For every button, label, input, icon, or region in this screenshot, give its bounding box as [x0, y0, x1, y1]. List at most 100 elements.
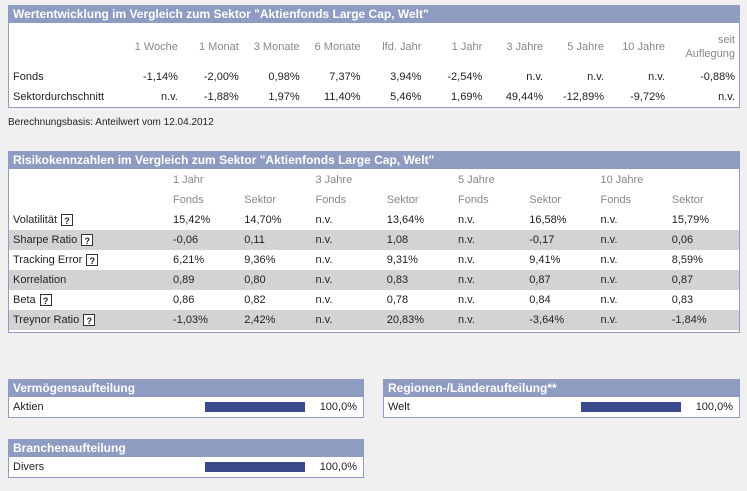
risk-cell: n.v.: [458, 214, 475, 226]
perf-row: Fonds -1,14% -2,00% 0,98% 7,37% 3,94% -2,54% n.…: [9, 67, 739, 87]
perf-cell: -0,88%: [700, 71, 735, 83]
risk-subheader: Fonds: [315, 194, 347, 206]
risk-cell: 15,79%: [671, 214, 710, 226]
risk-cell: n.v.: [458, 254, 475, 266]
risk-cell: 0,87: [667, 270, 739, 290]
perf-header: 1 Woche: [134, 41, 178, 53]
perf-row-label: Sektordurchschnitt: [13, 91, 105, 103]
perf-cell: n.v.: [160, 91, 178, 103]
risk-cell: 9,31%: [386, 254, 418, 266]
perf-cell: 5,46%: [390, 91, 422, 103]
risk-cell: n.v.: [600, 214, 618, 226]
risk-subheader: Sektor: [386, 194, 419, 206]
risk-cell: n.v.: [311, 270, 383, 290]
risk-cell: 16,58%: [529, 214, 567, 226]
perf-cell: 11,40%: [324, 91, 361, 103]
perf-header: 1 Jahr: [451, 41, 483, 53]
allocation-label: Divers: [13, 461, 45, 473]
perf-row-label: Fonds: [13, 71, 44, 83]
risk-cell: n.v.: [315, 214, 333, 226]
risk-cell: 0,11: [240, 230, 312, 250]
risk-row: Sharpe Ratio? -0,06 0,11 n.v. 1,08 n.v. -0,17 n…: [9, 230, 739, 250]
perf-header: lfd. Jahr: [382, 41, 422, 53]
perf-cell: -1,88%: [203, 91, 239, 103]
risk-cell: n.v.: [454, 270, 526, 290]
allocation-label: Aktien: [13, 401, 44, 413]
allocation-row: Divers 100,0%: [9, 457, 363, 477]
perf-cell: 1,69%: [451, 91, 483, 103]
risk-cell: 2,42%: [240, 310, 312, 330]
risk-row: Treynor Ratio? -1,03% 2,42% n.v. 20,83% n.v. -…: [9, 310, 739, 330]
risk-cell: 0,86: [173, 294, 195, 306]
risk-row: Beta? 0,86 0,82 n.v. 0,78 n.v. 0,84 n.v. 0,83: [9, 290, 739, 310]
risk-title: Risikokennzahlen im Vergleich zum Sektor…: [8, 151, 740, 169]
allocation-bar: [581, 402, 681, 412]
perf-header: 3 Jahre: [506, 41, 544, 53]
allocation-value: 100,0%: [695, 401, 733, 413]
perf-header: 10 Jahre: [622, 41, 665, 53]
risk-cell: 0,87: [525, 270, 597, 290]
risk-table: 1 Jahr 3 Jahre 5 Jahre 10 Jahre Fonds Se…: [9, 170, 739, 330]
risk-subheader: Fonds: [458, 194, 489, 206]
help-icon[interactable]: ?: [39, 294, 52, 307]
help-icon[interactable]: ?: [81, 234, 94, 247]
risk-cell: 0,83: [671, 294, 694, 306]
risk-row-label: Korrelation: [9, 270, 169, 290]
perf-cell: n.v.: [587, 71, 604, 83]
asset-allocation-title: Vermögensaufteilung: [8, 379, 364, 397]
help-icon[interactable]: ?: [86, 254, 99, 267]
risk-cell: n.v.: [454, 310, 526, 330]
risk-row-label: Volatilität?: [9, 210, 169, 230]
risk-row-label: Beta?: [9, 290, 169, 310]
risk-cell: 1,08: [382, 230, 454, 250]
risk-cell: 9,36%: [244, 254, 276, 266]
risk-cell: n.v.: [315, 254, 333, 266]
perf-cell: -12,89%: [563, 91, 604, 103]
perf-header: 6 Monate: [314, 41, 361, 53]
risk-cell: n.v.: [458, 294, 475, 306]
risk-cell: 0,82: [244, 294, 266, 306]
risk-cell: 6,21%: [173, 254, 205, 266]
risk-cell: -3,64%: [525, 310, 597, 330]
perf-header: 3 Monate: [253, 41, 300, 53]
performance-panel: Wertentwicklung im Vergleich zum Sektor …: [8, 5, 740, 108]
risk-cell: 0,84: [529, 294, 551, 306]
risk-cell: n.v.: [600, 254, 618, 266]
allocation-label: Welt: [388, 401, 410, 413]
region-allocation-panel: Regionen-/Länderaufteilung** Welt 100,0%: [383, 379, 740, 418]
allocation-value: 100,0%: [319, 461, 357, 473]
allocation-bar-fill: [205, 402, 305, 412]
sector-allocation-panel: Branchenaufteilung Divers 100,0%: [8, 439, 364, 478]
risk-cell: 0,80: [240, 270, 312, 290]
risk-cell: -0,06: [169, 230, 241, 250]
help-icon[interactable]: ?: [61, 214, 74, 227]
allocation-bar-fill: [205, 462, 305, 472]
performance-table: 1 Woche 1 Monat 3 Monate 6 Monate lfd. J…: [9, 27, 739, 107]
perf-cell: n.v.: [718, 91, 735, 103]
risk-row: Tracking Error? 6,21% 9,36% n.v. 9,31% n.v. 9,…: [9, 250, 739, 270]
risk-cell: -0,17: [525, 230, 597, 250]
risk-cell: 0,83: [382, 270, 454, 290]
risk-cell: 13,64%: [386, 214, 425, 226]
risk-cell: n.v.: [311, 310, 383, 330]
sector-allocation-title: Branchenaufteilung: [8, 439, 364, 457]
allocation-bar: [205, 462, 305, 472]
perf-header: 5 Jahre: [567, 41, 604, 53]
risk-cell: 15,42%: [173, 214, 211, 226]
performance-title: Wertentwicklung im Vergleich zum Sektor …: [8, 5, 740, 23]
risk-subheader: Fonds: [600, 194, 632, 206]
help-icon[interactable]: ?: [83, 314, 96, 327]
risk-cell: n.v.: [315, 294, 333, 306]
risk-period: 10 Jahre: [600, 174, 644, 186]
perf-header: 1 Monat: [199, 41, 239, 53]
perf-cell: -1,14%: [143, 71, 178, 83]
risk-row-label: Tracking Error?: [9, 250, 169, 270]
risk-cell: n.v.: [596, 310, 668, 330]
perf-cell: 0,98%: [268, 71, 300, 83]
calculation-basis: Berechnungsbasis: Anteilwert vom 12.04.2…: [8, 117, 214, 128]
risk-panel: Risikokennzahlen im Vergleich zum Sektor…: [8, 151, 740, 333]
risk-row: Korrelation 0,89 0,80 n.v. 0,83 n.v. 0,87 n.v. 0…: [9, 270, 739, 290]
risk-cell: 8,59%: [671, 254, 703, 266]
risk-cell: 14,70%: [244, 214, 282, 226]
risk-row-label: Sharpe Ratio?: [9, 230, 169, 250]
